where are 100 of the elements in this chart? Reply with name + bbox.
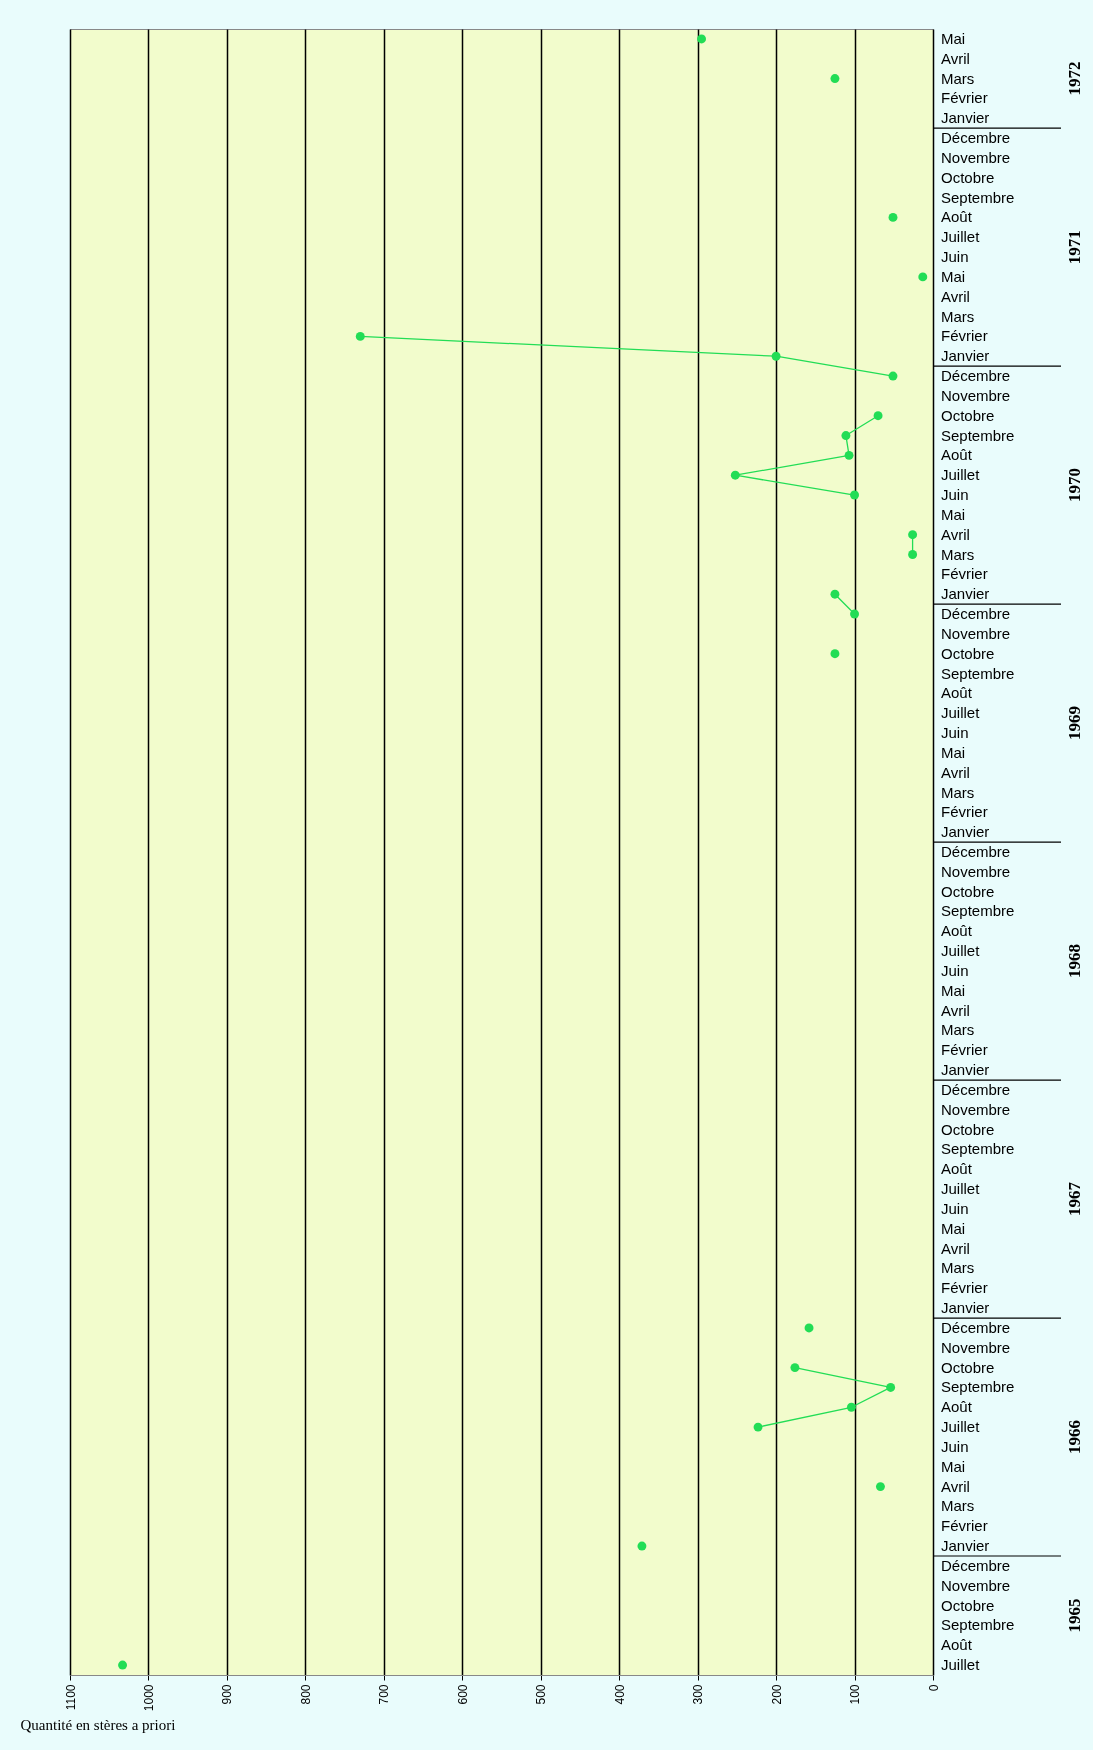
y-tick-label: Septembre	[941, 1140, 1015, 1158]
y-tick-label: Février	[941, 803, 988, 821]
x-tick-label: 600	[455, 1684, 470, 1705]
y-tick-label: Juin	[941, 486, 969, 504]
y-tick-label: Octobre	[941, 882, 995, 900]
y-tick-label: Juillet	[941, 1656, 981, 1674]
y-tick-label: Mars	[941, 545, 975, 563]
point	[888, 371, 898, 381]
y-tick-label: Juin	[941, 1199, 969, 1217]
y-tick-label: Août	[941, 208, 973, 226]
y-tick-label: Janvier	[941, 1299, 990, 1317]
y-tick-label: Novembre	[941, 148, 1011, 166]
text: 1971	[1065, 230, 1084, 265]
y-tick-label: Octobre	[941, 406, 995, 424]
point	[830, 649, 840, 659]
point	[888, 212, 898, 222]
y-tick-label: Avril	[941, 287, 970, 305]
y-tick-label: Juin	[941, 961, 969, 979]
y-tick-label: Mars	[941, 1259, 975, 1277]
y-tick-label: Novembre	[941, 1576, 1011, 1594]
y-tick-label: Août	[941, 684, 973, 702]
y-tick-label: Juin	[941, 248, 969, 266]
point	[790, 1363, 800, 1373]
y-tick-label: Mai	[941, 1219, 966, 1237]
y-tick-label: Février	[941, 1517, 988, 1535]
point	[753, 1422, 763, 1432]
x-tick-label: 100	[848, 1684, 863, 1705]
y-tick-label: Septembre	[941, 1378, 1015, 1396]
y-tick-label: Janvier	[941, 585, 990, 603]
x-tick-label: 900	[220, 1684, 235, 1705]
y-tick-label: Mai	[941, 267, 966, 285]
y-tick-label: Avril	[941, 1001, 970, 1019]
text: 1969	[1065, 706, 1084, 741]
y-tick-label: Février	[941, 89, 988, 107]
y-tick-label: Juillet	[941, 1180, 981, 1198]
y-tick-label: Avril	[941, 49, 970, 67]
y-tick-label: Décembre	[941, 1556, 1011, 1574]
y-tick-label: Septembre	[941, 188, 1015, 206]
x-tick-label: 0	[926, 1684, 941, 1692]
y-tick-label: Mai	[941, 29, 966, 47]
x-tick-label: 200	[769, 1684, 784, 1705]
y-tick-label: Juin	[941, 724, 969, 742]
y-tick-label: Août	[941, 1160, 973, 1178]
point	[844, 450, 854, 460]
point	[697, 34, 707, 44]
x-tick-label: 1000	[141, 1684, 156, 1712]
y-tick-label: Septembre	[941, 1616, 1015, 1634]
y-tick-label: Janvier	[941, 1061, 990, 1079]
point	[730, 470, 740, 480]
y-tick-label: Mars	[941, 1021, 975, 1039]
x-tick-label: 400	[612, 1684, 627, 1705]
y-tick-label: Mai	[941, 1457, 966, 1475]
y-tick-label: Décembre	[941, 605, 1011, 623]
y-tick-label: Janvier	[941, 347, 990, 365]
y-tick-label: Décembre	[941, 843, 1011, 860]
y-tick-label: Mai	[941, 981, 966, 999]
point	[637, 1541, 647, 1551]
point	[875, 1482, 885, 1492]
y-tick-label: Novembre	[941, 1100, 1011, 1118]
point	[846, 1402, 856, 1412]
y-tick-label: Août	[941, 1636, 973, 1654]
text: 1965	[1065, 1598, 1084, 1633]
point	[873, 411, 883, 421]
point	[886, 1382, 896, 1392]
y-tick-label: Janvier	[941, 823, 990, 841]
x-axis-title: Quantité en stères a priori	[20, 1716, 176, 1733]
y-tick-label: Janvier	[941, 1537, 990, 1555]
y-tick-label: Mars	[941, 783, 975, 801]
point	[771, 351, 781, 361]
point	[118, 1660, 128, 1670]
y-tick-label: Octobre	[941, 644, 995, 662]
y-tick-label: Juillet	[941, 942, 981, 960]
x-tick-label: 700	[377, 1684, 392, 1705]
x-tick-label: 300	[691, 1684, 706, 1705]
point	[355, 331, 365, 341]
x-tick-label: 500	[534, 1684, 549, 1705]
y-tick-label: Novembre	[941, 862, 1011, 880]
y-tick-label: Décembre	[941, 129, 1011, 147]
point	[830, 589, 840, 599]
y-tick-label: Octobre	[941, 1596, 995, 1614]
y-tick-label: Décembre	[941, 1080, 1011, 1098]
text: 1966	[1065, 1420, 1084, 1455]
x-tick-label: 1100	[63, 1684, 78, 1711]
y-tick-label: Avril	[941, 763, 970, 781]
y-tick-label: Mars	[941, 69, 975, 87]
y-tick-label: Juillet	[941, 466, 981, 484]
y-tick-label: Juillet	[941, 1418, 981, 1436]
point	[804, 1323, 814, 1333]
y-tick-label: Septembre	[941, 902, 1015, 920]
point	[918, 272, 928, 282]
point	[850, 490, 860, 500]
point	[850, 609, 860, 619]
text: 1968	[1065, 944, 1084, 979]
y-tick-label: Août	[941, 1398, 973, 1416]
y-tick-label: Avril	[941, 1477, 970, 1495]
y-tick-label: Octobre	[941, 1358, 995, 1376]
y-tick-label: Août	[941, 922, 973, 940]
y-tick-label: Juillet	[941, 704, 981, 722]
y-tick-label: Février	[941, 1279, 988, 1297]
y-tick-label: Avril	[941, 1239, 970, 1257]
